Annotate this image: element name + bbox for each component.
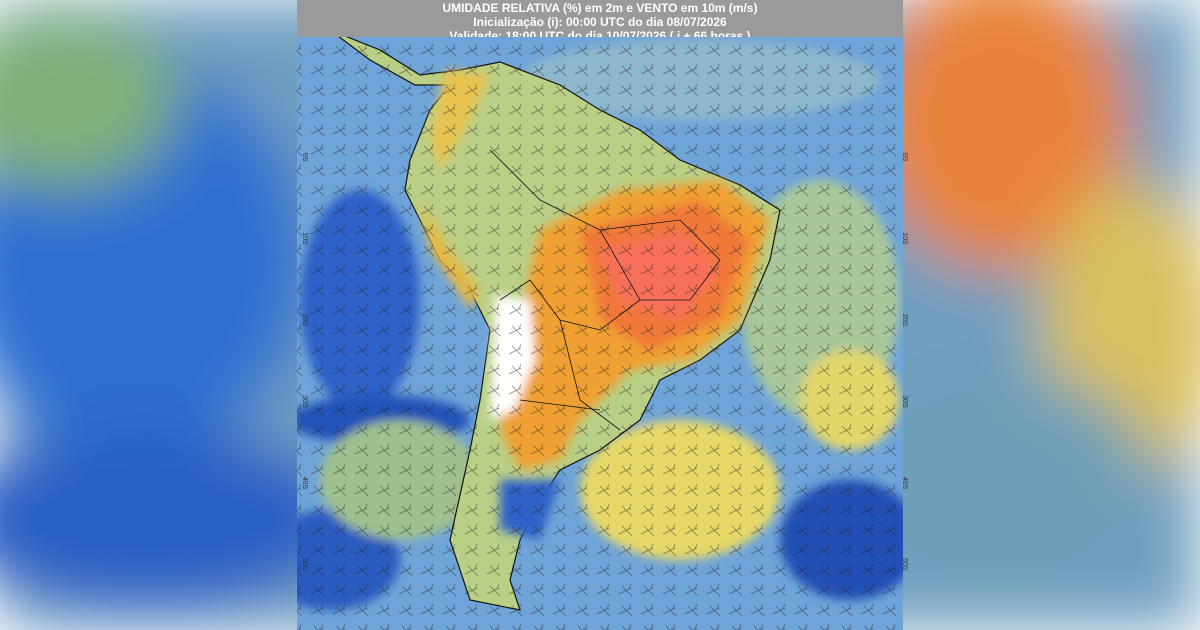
lat-label: 50S xyxy=(301,558,308,571)
lat-label: 50S xyxy=(901,558,908,571)
lat-label: 30S xyxy=(301,395,308,408)
lat-label: 40S xyxy=(301,477,308,490)
map xyxy=(297,37,903,630)
lat-labels: 0S 0S 10S 10S 20S 20S 30S 30S 40S 40S 50S 50S xyxy=(301,153,908,571)
header-line: Inicialização (i): 00:00 UTC do dia 08/0… xyxy=(473,15,727,29)
lat-label: 0S xyxy=(901,153,908,162)
lat-label: 20S xyxy=(301,314,308,327)
lat-label: 10S xyxy=(301,232,308,245)
header-line: UMIDADE RELATIVA (%) em 2m e VENTO em 10… xyxy=(443,1,758,15)
lat-label: 10S xyxy=(901,232,908,245)
lat-label: 30S xyxy=(901,395,908,408)
wind-barbs xyxy=(297,37,903,630)
lat-label: 0S xyxy=(301,153,308,162)
lat-label: 20S xyxy=(901,314,908,327)
map-header xyxy=(297,0,903,37)
lat-label: 40S xyxy=(901,477,908,490)
